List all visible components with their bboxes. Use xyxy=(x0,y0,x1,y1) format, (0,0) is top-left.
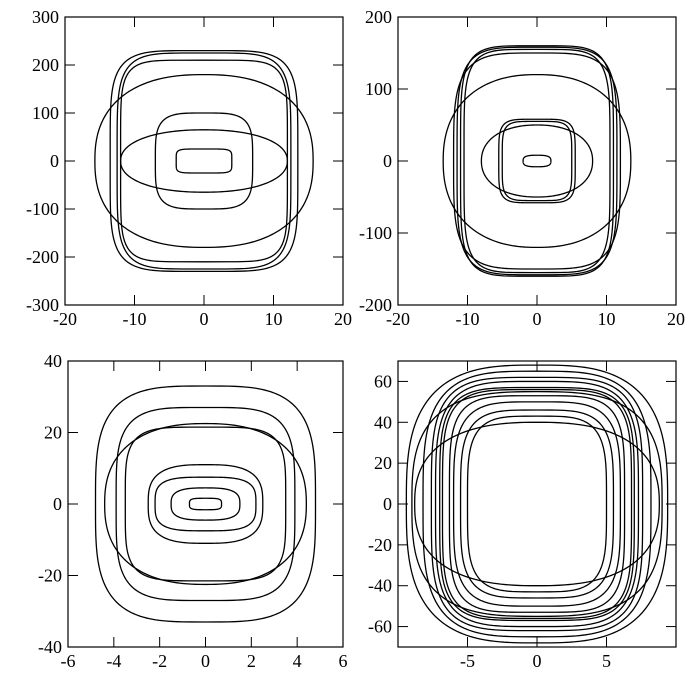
orbit-curve-6 xyxy=(104,422,307,586)
x-tick-label: -20 xyxy=(53,309,77,329)
orbit-curve-9 xyxy=(422,370,652,638)
y-tick-label: 20 xyxy=(44,423,62,443)
y-tick-label: -300 xyxy=(26,295,59,315)
plot-frame xyxy=(397,16,677,306)
x-tick-label: -2 xyxy=(152,651,167,671)
orbit-curve-7 xyxy=(456,46,618,276)
x-tick-label: 0 xyxy=(533,651,542,671)
y-tick-label: -100 xyxy=(359,223,392,243)
orbit-curve-4 xyxy=(147,464,264,544)
y-tick-label: 200 xyxy=(365,7,392,27)
x-tick-label: 0 xyxy=(201,651,210,671)
orbit-curve-3 xyxy=(154,476,257,532)
orbit-curve-2 xyxy=(459,409,615,599)
x-tick-label: 0 xyxy=(533,309,542,329)
orbit-curve-6 xyxy=(459,45,615,277)
orbit-curve-4 xyxy=(480,124,594,198)
y-tick-label: 100 xyxy=(32,103,59,123)
y-tick-label: 40 xyxy=(374,412,392,432)
orbit-curve-8 xyxy=(430,376,644,632)
orbit-curve-2 xyxy=(154,112,254,210)
y-tick-label: 0 xyxy=(383,151,392,171)
orbit-curve-3 xyxy=(498,118,576,204)
series-group xyxy=(442,45,632,277)
orbit-curve-1 xyxy=(466,415,608,593)
orbit-curve-9 xyxy=(442,73,632,249)
x-tick-label: -6 xyxy=(61,651,76,671)
x-tick-label: 5 xyxy=(602,651,611,671)
y-tick-label: 100 xyxy=(365,79,392,99)
orbit-curve-1 xyxy=(188,497,223,511)
orbit-curve-8 xyxy=(94,385,317,623)
orbit-curve-10 xyxy=(411,390,663,618)
series-group xyxy=(94,385,317,623)
orbit-curve-5 xyxy=(441,388,633,620)
orbit-curve-7 xyxy=(119,59,289,263)
y-tick-label: -200 xyxy=(359,295,392,315)
orbit-curve-11 xyxy=(405,364,669,644)
orbit-curve-2 xyxy=(170,487,241,521)
y-tick-label: -20 xyxy=(38,566,62,586)
x-tick-label: 4 xyxy=(293,651,302,671)
series-group xyxy=(94,49,314,273)
x-tick-label: 10 xyxy=(265,309,283,329)
y-tick-label: 20 xyxy=(374,453,392,473)
y-tick-label: 0 xyxy=(53,494,62,514)
x-tick-label: -10 xyxy=(456,309,480,329)
series-group xyxy=(405,364,669,644)
y-tick-label: -40 xyxy=(368,576,392,596)
x-tick-label: 20 xyxy=(667,309,685,329)
x-tick-label: 2 xyxy=(247,651,256,671)
x-tick-label: 10 xyxy=(598,309,616,329)
y-tick-label: 0 xyxy=(50,151,59,171)
orbit-curve-6 xyxy=(94,73,314,249)
x-tick-label: -10 xyxy=(123,309,147,329)
x-tick-label: -20 xyxy=(386,309,410,329)
x-tick-label: 6 xyxy=(339,651,348,671)
panel-4: -5 0 5 -60 -40 -20 0 20 40 60 xyxy=(368,360,677,671)
orbit-curve-7 xyxy=(434,380,640,628)
orbit-curve-3 xyxy=(119,129,289,193)
y-tick-label: 200 xyxy=(32,55,59,75)
orbit-curve-8 xyxy=(452,52,622,270)
y-tick-label: 40 xyxy=(44,351,62,371)
y-tick-label: -20 xyxy=(368,535,392,555)
orbit-curve-2 xyxy=(501,120,573,202)
y-tick-label: 60 xyxy=(374,371,392,391)
y-tick-label: -100 xyxy=(26,199,59,219)
orbit-curve-7 xyxy=(115,406,296,602)
orbit-curve-5 xyxy=(109,49,299,273)
orbit-curve-4 xyxy=(116,52,292,270)
plot-frame xyxy=(67,360,344,648)
orbit-curve-12 xyxy=(414,421,660,587)
x-tick-label: 0 xyxy=(200,309,209,329)
x-tick-label: -4 xyxy=(106,651,121,671)
y-tick-label: -200 xyxy=(26,247,59,267)
x-tick-label: 20 xyxy=(334,309,352,329)
y-tick-label: 0 xyxy=(383,494,392,514)
orbit-curve-1 xyxy=(175,148,233,174)
orbit-curve-1 xyxy=(522,154,552,168)
y-tick-label: -60 xyxy=(368,617,392,637)
x-tick-label: -5 xyxy=(460,651,475,671)
orbit-curve-4 xyxy=(448,395,626,613)
y-tick-label: -40 xyxy=(38,637,62,657)
orbit-curve-3 xyxy=(452,401,622,607)
y-tick-label: 300 xyxy=(32,7,59,27)
orbit-curve-5 xyxy=(463,48,611,274)
orbit-curve-5 xyxy=(124,426,287,582)
orbit-curve-6 xyxy=(439,386,635,622)
